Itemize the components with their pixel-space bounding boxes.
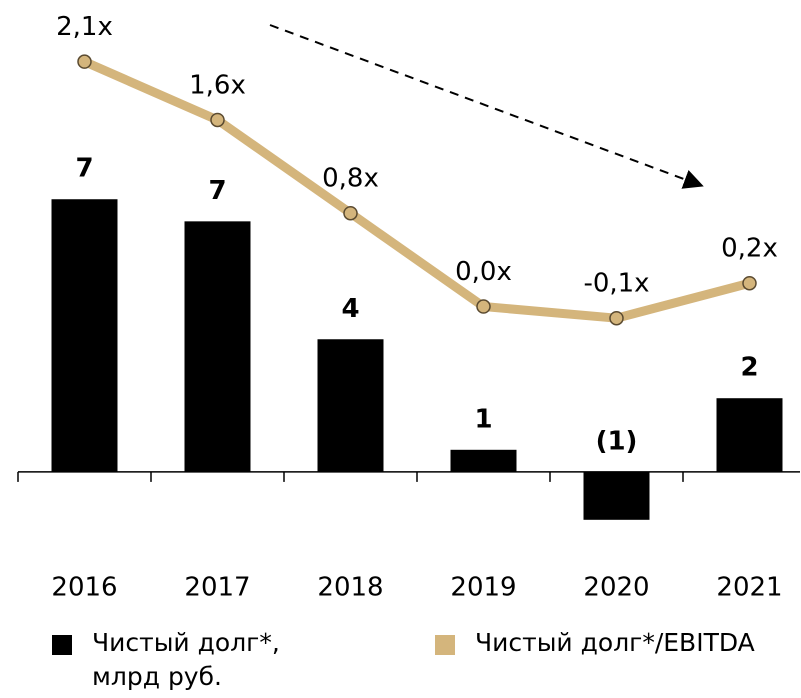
bar bbox=[317, 339, 384, 472]
bar bbox=[51, 199, 118, 472]
bar-label: 4 bbox=[341, 294, 359, 324]
point-label: 1,6x bbox=[189, 70, 246, 100]
point-label: 0,8x bbox=[322, 164, 379, 194]
line-point bbox=[77, 54, 92, 69]
bar bbox=[450, 449, 517, 472]
trend-arrow bbox=[269, 24, 704, 189]
bar-label: 7 bbox=[208, 176, 226, 206]
legend-swatch bbox=[435, 635, 455, 655]
bar bbox=[184, 221, 251, 472]
legend-entry: Чистый долг*, млрд руб. bbox=[92, 628, 280, 691]
bar bbox=[716, 398, 783, 472]
bar bbox=[583, 471, 650, 520]
point-label: 2,1x bbox=[56, 12, 113, 42]
x-tick-label: 2021 bbox=[716, 573, 782, 603]
x-tick-label: 2016 bbox=[51, 573, 117, 603]
bar-label: (1) bbox=[596, 426, 638, 456]
line-point bbox=[210, 112, 225, 128]
point-label: 0,2x bbox=[721, 234, 778, 264]
point-label: 0,0x bbox=[455, 257, 512, 287]
x-tick-label: 2019 bbox=[450, 573, 516, 603]
line-point bbox=[742, 275, 757, 291]
legend-swatch bbox=[52, 635, 72, 655]
line-point bbox=[343, 205, 358, 221]
legend-entry: Чистый долг*/EBITDA bbox=[475, 628, 755, 657]
line-point bbox=[476, 299, 491, 314]
bar-label: 1 bbox=[474, 404, 492, 434]
bar-label: 2 bbox=[740, 353, 758, 383]
point-label: -0,1x bbox=[583, 269, 649, 299]
bar-label: 7 bbox=[75, 154, 93, 184]
x-tick-label: 2018 bbox=[317, 573, 383, 603]
legend-label: Чистый долг*, млрд руб. bbox=[92, 628, 280, 691]
x-tick-label: 2017 bbox=[184, 573, 250, 603]
line bbox=[82, 57, 751, 323]
x-tick-label: 2020 bbox=[583, 573, 649, 603]
line-point bbox=[609, 310, 624, 326]
legend-label: Чистый долг*/EBITDA bbox=[475, 628, 755, 657]
